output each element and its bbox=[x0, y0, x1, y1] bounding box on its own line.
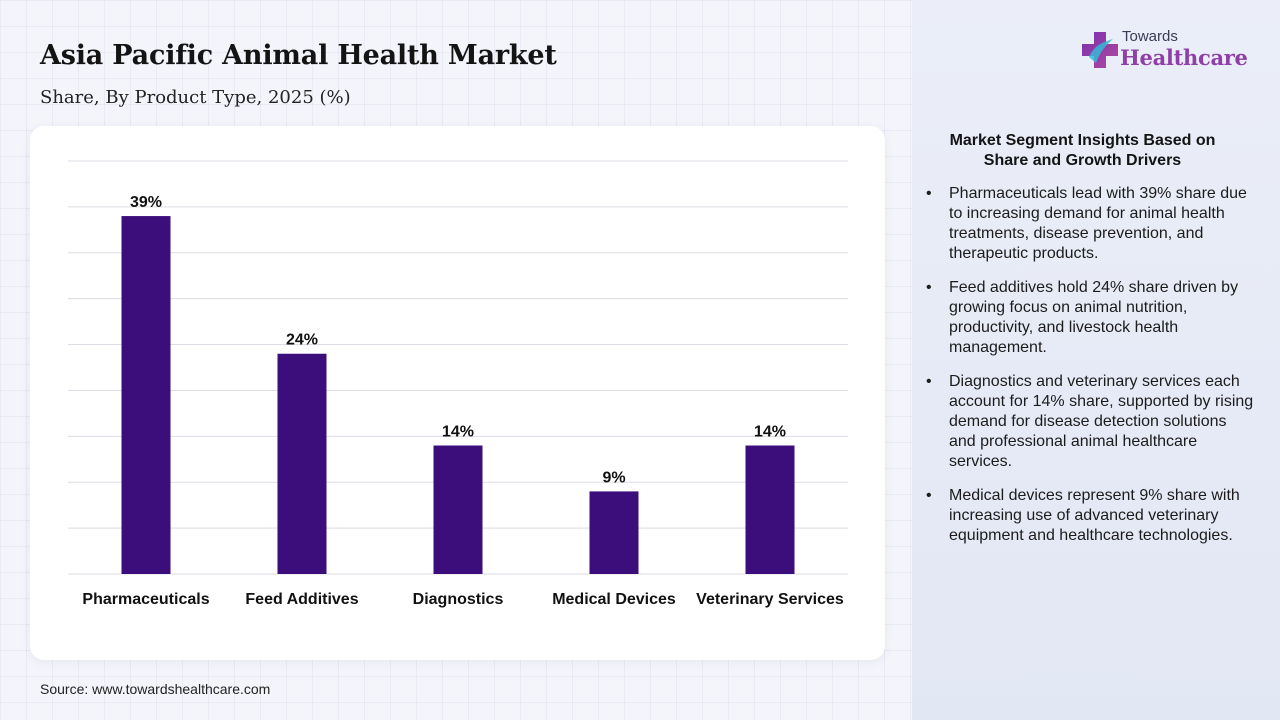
category-tick-label: Feed Additives bbox=[245, 591, 358, 608]
insight-item: Feed additives hold 24% share driven by … bbox=[924, 278, 1254, 358]
bar[interactable] bbox=[433, 445, 483, 574]
bar[interactable] bbox=[121, 216, 171, 575]
insights-list: Pharmaceuticals lead with 39% share due … bbox=[924, 184, 1254, 560]
bar-data-label: 9% bbox=[602, 469, 625, 486]
page-subtitle: Share, By Product Type, 2025 (%) bbox=[40, 87, 351, 108]
bar[interactable] bbox=[277, 353, 327, 574]
bar[interactable] bbox=[589, 491, 639, 574]
bar-chart: 39% Pharmaceuticals 24% Feed Additives 14% Di… bbox=[68, 160, 848, 608]
category-tick-label: Medical Devices bbox=[552, 591, 676, 608]
bar-data-label: 14% bbox=[754, 424, 786, 441]
insight-item: Diagnostics and veterinary services each… bbox=[924, 372, 1254, 472]
insight-item: Medical devices represent 9% share with … bbox=[924, 486, 1254, 546]
chart-card: 39% Pharmaceuticals 24% Feed Additives 14% Di… bbox=[30, 126, 885, 660]
bar[interactable] bbox=[745, 445, 795, 574]
page-title: Asia Pacific Animal Health Market bbox=[40, 40, 557, 71]
category-tick-label: Veterinary Services bbox=[696, 591, 844, 608]
brand-logo[interactable]: Towards Healthcare bbox=[1080, 26, 1255, 78]
insight-item: Pharmaceuticals lead with 39% share due … bbox=[924, 184, 1254, 264]
insights-panel: Towards Healthcare Market Segment Insigh… bbox=[912, 0, 1280, 720]
source-note: Source: www.towardshealthcare.com bbox=[40, 681, 271, 697]
category-tick-label: Pharmaceuticals bbox=[82, 591, 209, 608]
insights-title: Market Segment Insights Based on Share a… bbox=[949, 132, 1216, 169]
medical-cross-icon bbox=[1082, 32, 1118, 68]
bar-data-label: 14% bbox=[442, 424, 474, 441]
logo-top-text: Towards bbox=[1122, 28, 1178, 45]
bar-data-label: 39% bbox=[130, 194, 162, 211]
category-tick-label: Diagnostics bbox=[413, 591, 504, 608]
logo-brand-text: Healthcare bbox=[1120, 45, 1248, 70]
bar-data-label: 24% bbox=[286, 332, 318, 349]
